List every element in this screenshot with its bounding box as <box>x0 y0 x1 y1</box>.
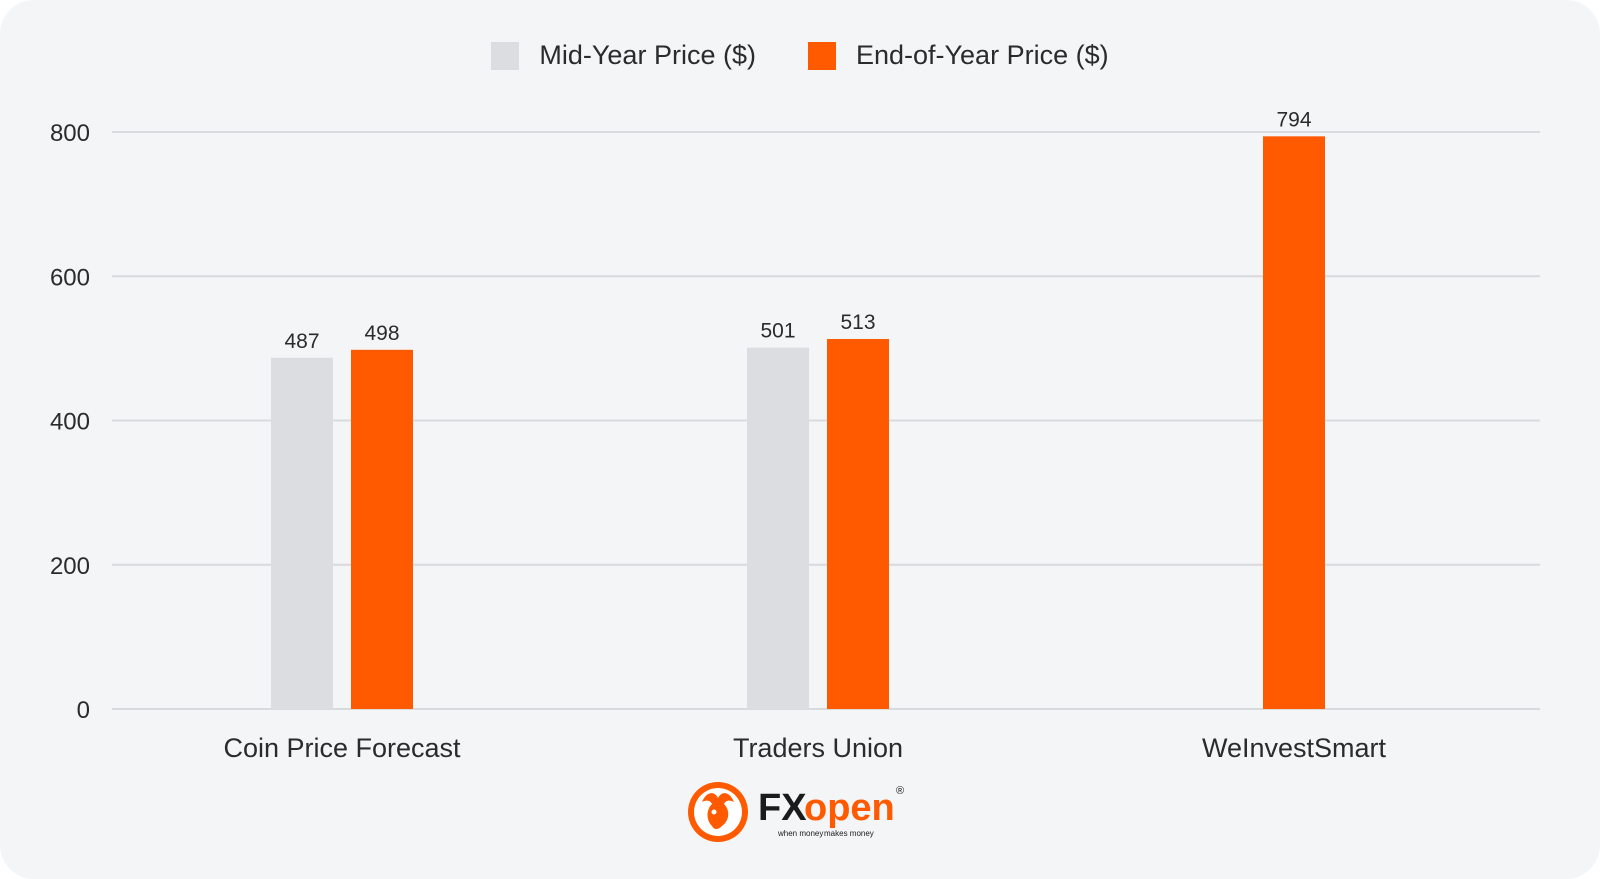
y-tick-label: 0 <box>77 697 90 724</box>
brand-open: open <box>804 787 895 829</box>
data-label: 513 <box>840 311 875 334</box>
bars <box>271 136 1325 709</box>
bar <box>747 347 809 709</box>
data-label: 501 <box>760 320 795 343</box>
brand-fx: FX <box>758 787 807 829</box>
x-category-label: WeInvestSmart <box>1202 733 1387 763</box>
brand-tagline-2: makes money <box>824 829 874 838</box>
brand-tagline-1: when money <box>777 829 823 838</box>
data-label: 487 <box>284 330 319 353</box>
bar <box>271 357 333 709</box>
legend-label-end-of-year: End-of-Year Price ($) <box>855 40 1109 70</box>
fxopen-logo: FX open ® when money makes money <box>688 782 904 842</box>
data-label: 498 <box>364 322 399 345</box>
bar <box>351 349 413 709</box>
y-axis-ticks: 0 200 400 600 800 <box>50 120 90 724</box>
data-labels: 487 498 501 513 794 <box>284 108 1311 352</box>
y-tick-label: 200 <box>50 553 90 580</box>
x-axis-categories: Coin Price Forecast Traders Union WeInvest… <box>223 733 1386 763</box>
x-category-label: Traders Union <box>733 733 903 763</box>
y-tick-label: 600 <box>50 264 90 291</box>
brand-registered: ® <box>896 785 904 797</box>
chart-legend: Mid-Year Price ($) End-of-Year Price ($) <box>0 40 1600 71</box>
bar <box>827 338 889 709</box>
legend-item-mid-year: Mid-Year Price ($) <box>491 40 756 71</box>
y-tick-label: 800 <box>50 120 90 147</box>
x-category-label: Coin Price Forecast <box>223 733 461 763</box>
legend-swatch-end-of-year <box>807 41 836 70</box>
legend-item-end-of-year: End-of-Year Price ($) <box>807 40 1109 71</box>
legend-label-mid-year: Mid-Year Price ($) <box>539 40 756 70</box>
bar <box>1263 136 1325 709</box>
data-label: 794 <box>1276 108 1311 131</box>
legend-swatch-mid-year <box>491 41 520 70</box>
bull-emblem-icon <box>688 782 748 842</box>
y-tick-label: 400 <box>50 409 90 436</box>
